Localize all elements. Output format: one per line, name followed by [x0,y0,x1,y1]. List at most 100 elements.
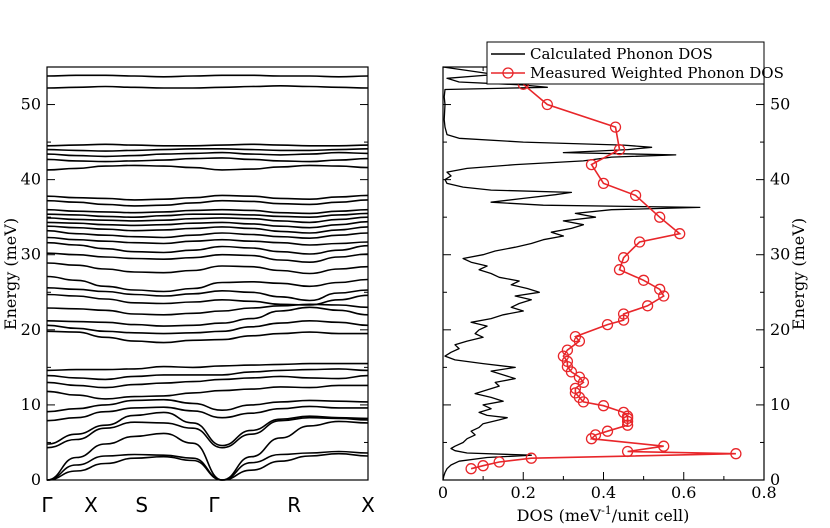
calculated-dos-line [442,66,701,481]
dos-x-tick-label: 0.4 [591,483,616,502]
measured-dos-point [569,387,582,399]
phonon-band [46,405,368,422]
phonon-band [46,362,368,372]
measured-dos-point [633,236,646,248]
dos-x-axis-label-main: DOS (meV [517,506,602,525]
legend-measured-marker [502,67,514,79]
dispersion-y-tick-label: 0 [31,470,41,489]
phonon-band [46,287,369,302]
dispersion-y-tick-label: 10 [21,395,41,414]
measured-dos-point [637,274,650,286]
k-point-label: Γ [41,493,53,517]
phonon-band [46,416,369,449]
measured-dos-point [493,456,505,468]
measured-dos-point [613,264,626,276]
phonon-band [46,220,369,229]
legend: Calculated Phonon DOS Measured Weighted … [486,41,784,85]
phonon-band [46,374,369,389]
measured-dos-point [674,228,686,240]
phonon-band [46,151,369,158]
phonon-band [46,157,369,163]
measured-dos-point [658,290,670,302]
phonon-band [46,450,369,481]
dispersion-y-tick-label: 20 [21,320,41,339]
measured-dos-point [617,252,630,264]
phonon-band [46,241,369,255]
k-point-label: R [287,493,301,517]
dos-series [442,66,742,481]
dos-y-tick-label: 0 [770,470,780,489]
measured-dos-point [597,177,610,190]
measured-dos-point [621,445,634,458]
k-point-label: Γ [208,493,220,517]
dos-y-tick-label: 20 [770,320,790,339]
measured-dos-point [617,406,630,419]
measured-dos-point [658,440,670,452]
dos-y-axis-label: Energy (meV) [789,218,808,330]
phonon-band [46,411,369,447]
measured-dos-point [569,330,582,343]
phonon-band [46,398,369,413]
dispersion-plot-frame [46,66,369,481]
measured-dos-point [613,143,626,156]
phonon-band [46,212,369,219]
dos-x-tick-label: 0.2 [511,483,536,502]
measured-dos-point [561,360,574,373]
measured-dos-point [589,429,602,441]
dos-x-ticks: 0 0.2 0.4 0.6 0.8 [438,67,777,502]
measured-dos-point [525,452,537,464]
phonon-band [46,303,369,316]
dos-x-tick-label: 0 [438,483,448,502]
measured-dos-point [561,344,574,356]
dos-x-axis-label-superscript: -1 [601,504,612,517]
measured-dos-point [621,415,634,428]
phonon-band [46,164,369,171]
phonon-dos-panel: 0 10 20 30 40 50 0 0.2 0.4 0.6 0.8 DOS (meV-1/uni… [438,41,808,525]
k-point-label: X [84,493,98,517]
measured-dos-point [621,419,634,431]
dispersion-y-tick-label: 30 [21,245,41,264]
dos-x-tick-label: 0.8 [751,483,776,502]
measured-dos-point [654,283,666,295]
phonon-band [46,319,369,335]
measured-dos-point [617,314,630,326]
phonon-band [46,74,369,78]
measured-dos-point [609,121,622,133]
dispersion-y-axis-label: Energy (meV) [1,218,20,330]
measured-dos-point [629,189,642,202]
dos-x-axis-label-rest: /unit cell) [612,506,690,525]
measured-dos-point [585,433,598,445]
phonon-band [46,148,369,152]
phonon-band [46,330,368,344]
dos-y-tick-label: 30 [770,245,790,264]
dispersion-y-tick-label: 50 [21,95,41,114]
measured-dos-point [617,308,630,320]
dos-y-ticks: 0 10 20 30 40 50 [443,95,790,489]
measured-dos-point [465,463,477,475]
phonon-band [46,368,369,381]
dispersion-y-tick-label: 40 [21,170,41,189]
phonon-band [46,194,369,201]
measured-dos-point [641,300,654,312]
dos-x-tick-label: 0.6 [671,483,696,502]
measured-dos-point [569,382,582,395]
measured-dos-point [573,371,586,383]
measured-dos-point [557,350,570,362]
k-point-label: X [361,493,375,517]
measured-dos-point [601,425,614,437]
phonon-band [46,306,369,327]
measured-dos-point [477,460,489,472]
phonon-band [46,420,369,481]
phonon-dispersion-panel: 0 10 20 30 40 50 Γ X S Γ R X Energy (meV) [1,66,375,517]
phonon-band [46,199,369,207]
legend-measured-label: Measured Weighted Phonon DOS [530,64,784,82]
legend-calculated-label: Calculated Phonon DOS [530,45,713,63]
measured-dos-point [621,410,634,422]
phonon-band [46,208,369,215]
phonon-band [46,143,369,147]
measured-dos-point [585,158,598,171]
measured-dos-point [730,448,742,460]
dos-y-tick-label: 40 [770,170,790,189]
measured-dos-point [654,211,666,223]
